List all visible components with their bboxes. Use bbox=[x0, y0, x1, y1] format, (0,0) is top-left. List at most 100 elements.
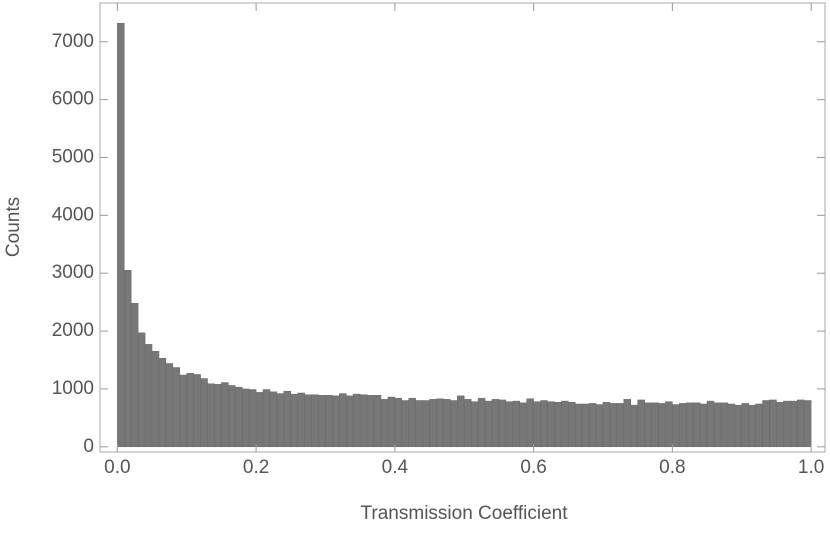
bar bbox=[248, 389, 257, 448]
bar bbox=[685, 402, 694, 448]
bar bbox=[179, 374, 187, 448]
y-tick-label: 2000 bbox=[52, 320, 94, 341]
bar bbox=[720, 402, 729, 448]
bar bbox=[588, 403, 597, 448]
bar bbox=[540, 400, 548, 448]
bar bbox=[769, 399, 777, 448]
bar bbox=[526, 398, 534, 448]
bar bbox=[616, 403, 625, 448]
x-tick-label: 0.4 bbox=[382, 457, 409, 478]
bar bbox=[484, 400, 493, 448]
bar bbox=[554, 401, 562, 448]
bar bbox=[144, 344, 153, 448]
bar bbox=[373, 395, 382, 448]
bar bbox=[207, 383, 215, 448]
bar bbox=[436, 398, 444, 448]
bar bbox=[519, 402, 527, 448]
bar bbox=[165, 363, 174, 448]
bar bbox=[561, 400, 569, 448]
bar bbox=[269, 391, 278, 448]
bar bbox=[491, 399, 500, 448]
bar bbox=[172, 367, 181, 448]
bar bbox=[318, 395, 326, 448]
bar bbox=[443, 399, 451, 448]
bar bbox=[158, 358, 167, 448]
bar bbox=[609, 403, 618, 448]
bar bbox=[387, 396, 396, 448]
bar bbox=[394, 397, 403, 448]
bar bbox=[235, 386, 243, 448]
x-tick-label: 0.2 bbox=[243, 457, 269, 478]
bar bbox=[665, 401, 673, 448]
x-tick-label: 0.0 bbox=[104, 457, 130, 478]
bar bbox=[130, 303, 139, 448]
bar bbox=[630, 404, 638, 448]
bar bbox=[214, 384, 222, 448]
x-tick-label: 0.6 bbox=[520, 457, 546, 478]
bar bbox=[186, 373, 194, 448]
bar bbox=[734, 404, 742, 448]
bar bbox=[644, 402, 652, 448]
bar bbox=[124, 270, 132, 448]
bar bbox=[547, 401, 555, 448]
x-tick-label: 0.8 bbox=[659, 457, 685, 478]
y-tick-label: 6000 bbox=[52, 89, 94, 110]
bar bbox=[137, 332, 146, 448]
bar bbox=[692, 402, 701, 448]
bar bbox=[304, 394, 312, 448]
bar bbox=[498, 399, 507, 448]
bar bbox=[748, 404, 756, 448]
plot-frame bbox=[99, 2, 826, 453]
y-axis-label: Counts bbox=[3, 197, 24, 257]
bar bbox=[803, 400, 812, 448]
bar bbox=[477, 397, 486, 448]
bar bbox=[623, 399, 631, 448]
bar bbox=[117, 23, 125, 448]
bar bbox=[408, 397, 416, 448]
bar bbox=[346, 395, 354, 448]
bar bbox=[332, 395, 340, 448]
bar bbox=[151, 351, 160, 448]
bar bbox=[658, 403, 666, 448]
bar bbox=[533, 401, 541, 448]
bar bbox=[283, 390, 292, 448]
bar bbox=[276, 393, 285, 448]
bar bbox=[241, 388, 250, 448]
bar bbox=[297, 392, 305, 448]
bar bbox=[470, 401, 479, 448]
bar bbox=[713, 402, 722, 448]
bar bbox=[262, 389, 271, 448]
bar bbox=[221, 382, 229, 448]
bar bbox=[755, 403, 763, 448]
bar bbox=[790, 400, 798, 448]
bar bbox=[450, 400, 458, 448]
bar bbox=[325, 395, 333, 448]
bar bbox=[463, 399, 472, 448]
x-tick-label: 1.0 bbox=[798, 457, 824, 478]
bar bbox=[602, 401, 611, 448]
bar bbox=[401, 400, 409, 448]
bar bbox=[637, 399, 645, 448]
bar bbox=[783, 400, 791, 448]
bar bbox=[762, 400, 770, 448]
bar bbox=[359, 394, 368, 448]
y-tick-label: 0 bbox=[83, 436, 94, 457]
bar bbox=[776, 401, 784, 448]
y-tick-label: 3000 bbox=[52, 262, 94, 283]
bar bbox=[429, 399, 437, 448]
bar bbox=[255, 392, 264, 448]
bar bbox=[422, 400, 430, 448]
bar bbox=[193, 374, 201, 448]
bar bbox=[568, 401, 576, 448]
bar bbox=[380, 399, 389, 448]
y-tick-label: 5000 bbox=[52, 147, 94, 168]
bar bbox=[512, 400, 520, 448]
y-tick-label: 1000 bbox=[52, 378, 94, 399]
x-axis-label: Transmission Coefficient bbox=[361, 503, 569, 524]
bar bbox=[581, 403, 590, 448]
bar bbox=[228, 385, 236, 448]
bar bbox=[200, 378, 208, 448]
bar bbox=[290, 393, 298, 448]
